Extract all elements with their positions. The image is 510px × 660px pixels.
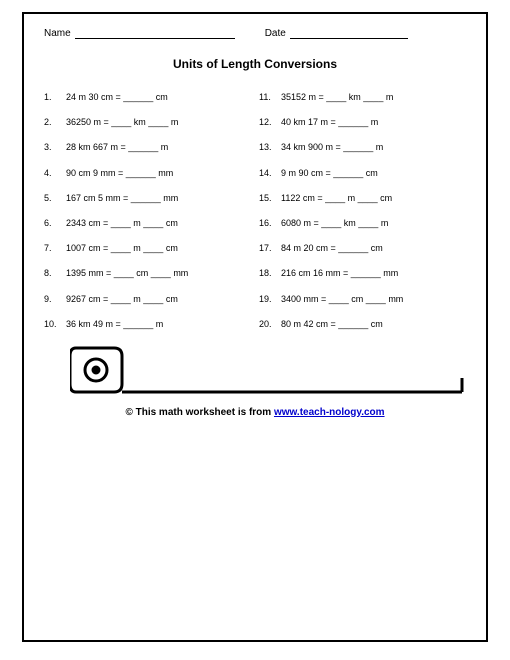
header-row: Name Date [44, 28, 466, 39]
name-blank-line[interactable] [75, 28, 235, 39]
worksheet-title: Units of Length Conversions [44, 57, 466, 71]
problem-row: 1.24 m 30 cm = ______ cm [44, 91, 251, 103]
problems-column-left: 1.24 m 30 cm = ______ cm 2.36250 m = ____… [44, 91, 251, 330]
problem-number: 20. [259, 318, 281, 330]
problem-number: 10. [44, 318, 66, 330]
footer-credit: © This math worksheet is from www.teach-… [44, 407, 466, 418]
problem-number: 19. [259, 293, 281, 305]
problem-row: 18.216 cm 16 mm = ______ mm [259, 267, 466, 279]
tape-measure-icon [70, 344, 466, 399]
problem-text: 28 km 667 m = ______ m [66, 141, 251, 153]
problem-row: 15.1122 cm = ____ m ____ cm [259, 192, 466, 204]
problem-row: 2.36250 m = ____ km ____ m [44, 116, 251, 128]
problem-number: 15. [259, 192, 281, 204]
problem-number: 13. [259, 141, 281, 153]
problem-text: 80 m 42 cm = ______ cm [281, 318, 466, 330]
problem-text: 24 m 30 cm = ______ cm [66, 91, 251, 103]
problem-number: 2. [44, 116, 66, 128]
problem-text: 36250 m = ____ km ____ m [66, 116, 251, 128]
problem-row: 8.1395 mm = ____ cm ____ mm [44, 267, 251, 279]
problem-number: 7. [44, 242, 66, 254]
problem-row: 9.9267 cm = ____ m ____ cm [44, 293, 251, 305]
problem-text: 1007 cm = ____ m ____ cm [66, 242, 251, 254]
problem-text: 40 km 17 m = ______ m [281, 116, 466, 128]
problems-columns: 1.24 m 30 cm = ______ cm 2.36250 m = ____… [44, 91, 466, 330]
problem-row: 11.35152 m = ____ km ____ m [259, 91, 466, 103]
problem-number: 16. [259, 217, 281, 229]
problem-row: 13.34 km 900 m = ______ m [259, 141, 466, 153]
problem-number: 4. [44, 167, 66, 179]
date-field: Date [265, 28, 408, 39]
problem-row: 3.28 km 667 m = ______ m [44, 141, 251, 153]
problem-row: 19.3400 mm = ____ cm ____ mm [259, 293, 466, 305]
problem-text: 6080 m = ____ km ____ m [281, 217, 466, 229]
problem-row: 10.36 km 49 m = ______ m [44, 318, 251, 330]
problem-text: 84 m 20 cm = ______ cm [281, 242, 466, 254]
problem-number: 5. [44, 192, 66, 204]
problem-text: 216 cm 16 mm = ______ mm [281, 267, 466, 279]
problem-number: 9. [44, 293, 66, 305]
problem-text: 2343 cm = ____ m ____ cm [66, 217, 251, 229]
problem-text: 3400 mm = ____ cm ____ mm [281, 293, 466, 305]
problem-number: 18. [259, 267, 281, 279]
problem-row: 5.167 cm 5 mm = ______ mm [44, 192, 251, 204]
date-blank-line[interactable] [290, 28, 408, 39]
problem-row: 12.40 km 17 m = ______ m [259, 116, 466, 128]
problems-column-right: 11.35152 m = ____ km ____ m 12.40 km 17 m… [259, 91, 466, 330]
problem-text: 9 m 90 cm = ______ cm [281, 167, 466, 179]
problem-row: 6.2343 cm = ____ m ____ cm [44, 217, 251, 229]
problem-number: 1. [44, 91, 66, 103]
problem-number: 6. [44, 217, 66, 229]
problem-text: 167 cm 5 mm = ______ mm [66, 192, 251, 204]
date-label: Date [265, 28, 286, 39]
worksheet-page: Name Date Units of Length Conversions 1.… [22, 12, 488, 642]
problem-row: 14.9 m 90 cm = ______ cm [259, 167, 466, 179]
problem-row: 20.80 m 42 cm = ______ cm [259, 318, 466, 330]
problem-number: 11. [259, 91, 281, 103]
problem-text: 36 km 49 m = ______ m [66, 318, 251, 330]
problem-row: 4.90 cm 9 mm = ______ mm [44, 167, 251, 179]
problem-number: 17. [259, 242, 281, 254]
problem-text: 1122 cm = ____ m ____ cm [281, 192, 466, 204]
name-field: Name [44, 28, 235, 39]
problem-row: 16.6080 m = ____ km ____ m [259, 217, 466, 229]
problem-text: 9267 cm = ____ m ____ cm [66, 293, 251, 305]
problem-number: 14. [259, 167, 281, 179]
problem-number: 3. [44, 141, 66, 153]
problem-text: 34 km 900 m = ______ m [281, 141, 466, 153]
name-label: Name [44, 28, 71, 39]
problem-number: 8. [44, 267, 66, 279]
problem-text: 1395 mm = ____ cm ____ mm [66, 267, 251, 279]
problem-number: 12. [259, 116, 281, 128]
problem-text: 35152 m = ____ km ____ m [281, 91, 466, 103]
problem-row: 7.1007 cm = ____ m ____ cm [44, 242, 251, 254]
footer-link[interactable]: www.teach-nology.com [274, 407, 385, 418]
problem-row: 17.84 m 20 cm = ______ cm [259, 242, 466, 254]
problem-text: 90 cm 9 mm = ______ mm [66, 167, 251, 179]
footer-prefix: © This math worksheet is from [125, 407, 274, 418]
